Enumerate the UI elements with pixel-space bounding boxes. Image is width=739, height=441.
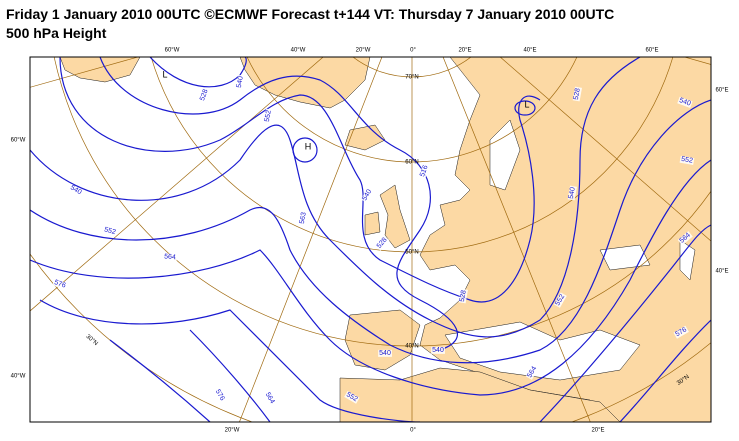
- contour-label-bg: [677, 231, 693, 246]
- contour-label-bg: [572, 86, 582, 102]
- graticule-label: 60°E: [715, 88, 728, 94]
- graticule-label: 60°N: [405, 160, 418, 166]
- pressure-center: L: [524, 99, 529, 109]
- contour-label: 540: [69, 184, 83, 196]
- contour-label: 552: [554, 293, 566, 307]
- contour-label: 576: [214, 388, 226, 402]
- contour-label: 540: [568, 187, 577, 200]
- contour-label-bg: [344, 390, 360, 404]
- pressure-center: H: [305, 141, 312, 151]
- contour-label-bg: [360, 187, 374, 203]
- contour-label-bg: [679, 155, 695, 165]
- graticule-label: 60°W: [11, 138, 26, 144]
- contour-label-bg: [198, 87, 210, 103]
- contour-label: 528: [573, 88, 582, 101]
- contour-label-bg: [68, 183, 84, 197]
- contour-label: 576: [674, 326, 688, 338]
- contour-label: 540: [379, 350, 391, 357]
- graticule-label: 40°E: [523, 48, 536, 54]
- graticule-label: 40°E: [715, 269, 728, 275]
- contour-label: 552: [103, 226, 116, 236]
- contour-label-bg: [162, 253, 178, 262]
- contour-label-bg: [298, 210, 308, 226]
- contour-label: 528: [459, 290, 468, 303]
- contour-label-bg: [567, 185, 577, 201]
- contour-label-bg: [553, 292, 567, 308]
- contour-label: 540: [432, 347, 444, 354]
- contour-label-bg: [677, 96, 693, 108]
- contours: [30, 57, 711, 422]
- graticule-label: 20°E: [458, 48, 471, 54]
- graticule-label: 20°W: [225, 428, 240, 434]
- contour-label-bg: [418, 163, 430, 179]
- contour-label-bg: [263, 390, 277, 406]
- contour-label-bg: [458, 288, 468, 304]
- contour-label-bg: [525, 364, 539, 380]
- graticule-label: 50°N: [405, 250, 418, 256]
- graticule-label: 40°W: [291, 48, 306, 54]
- contour-label: 528: [199, 88, 210, 101]
- contour-label: 564: [526, 365, 538, 379]
- contour-label: 564: [264, 391, 276, 405]
- contour-label: 516: [419, 164, 430, 177]
- contour-label: 564: [164, 253, 176, 261]
- graticule-label: 20°W: [356, 48, 371, 54]
- contour-label: 552: [681, 156, 694, 165]
- title: Friday 1 January 2010 00UTC ©ECMWF Forec…: [6, 6, 615, 22]
- graticule-label: 0°: [410, 428, 416, 434]
- contour-label-bg: [52, 278, 68, 290]
- map-frame: [29, 56, 712, 423]
- graticule-label: 60°W: [165, 48, 180, 54]
- contour-label-bg: [235, 74, 245, 90]
- contour-label: 540: [236, 76, 245, 89]
- contour-label-bg: [213, 387, 227, 403]
- contour-label-bg: [673, 325, 689, 339]
- contour-label-bg: [431, 346, 445, 354]
- contour-label-bg: [102, 226, 118, 237]
- pressure-center: L: [162, 69, 167, 79]
- contour-label-bg: [263, 108, 273, 124]
- subtitle: 500 hPa Height: [6, 25, 107, 41]
- contour-label-bg: [378, 349, 392, 357]
- contour-label: 576: [53, 279, 66, 290]
- graticule-label: 60°E: [645, 48, 658, 54]
- contour-label: 540: [361, 188, 373, 202]
- graticule-label: 70°N: [405, 75, 418, 81]
- contour-label: 540: [678, 97, 691, 108]
- graticule-label: 40°N: [405, 344, 418, 350]
- graticule-label: 40°W: [11, 374, 26, 380]
- graticule-label: 0°: [410, 48, 416, 54]
- contour-label: 563: [299, 212, 308, 225]
- graticule-label: 20°E: [591, 428, 604, 434]
- contour-label: 552: [345, 391, 359, 403]
- contour-label: 552: [264, 110, 273, 123]
- contour-label-bg: [375, 235, 390, 251]
